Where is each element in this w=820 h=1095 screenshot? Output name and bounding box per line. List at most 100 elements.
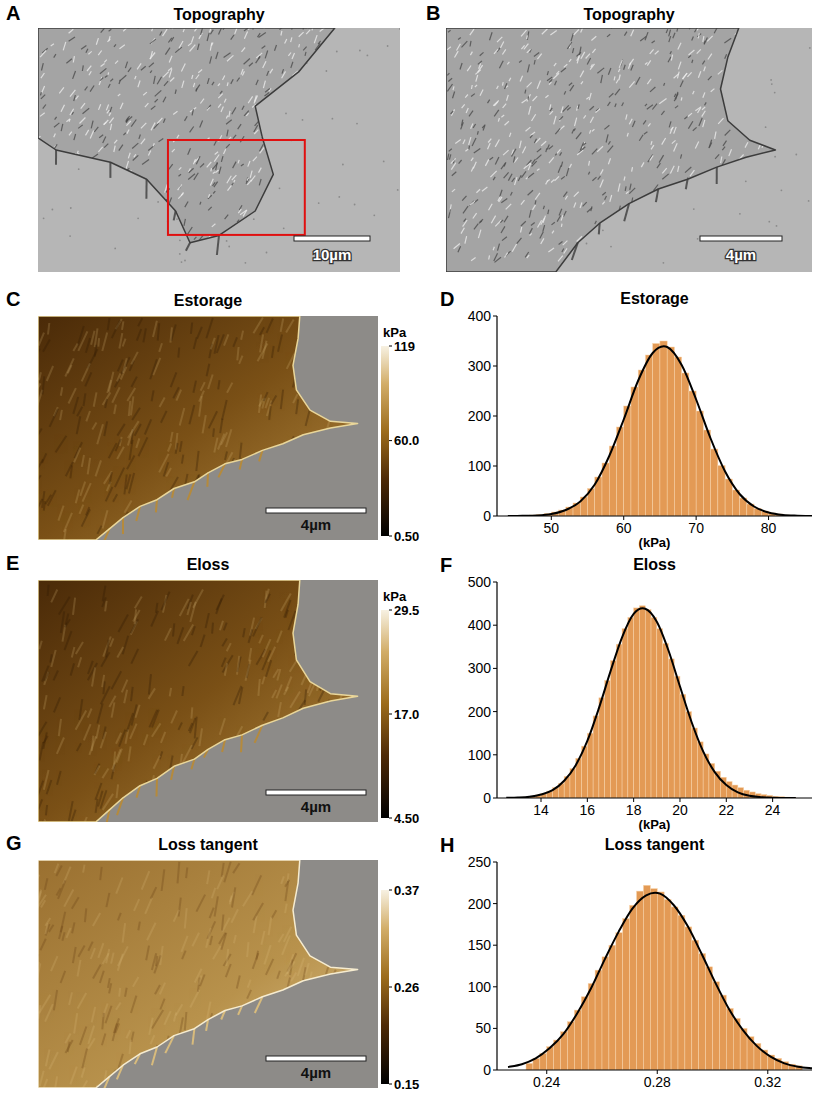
texture-stroke bbox=[488, 143, 491, 149]
texture-stroke bbox=[145, 103, 149, 107]
texture-stroke bbox=[505, 121, 509, 125]
texture-stroke bbox=[783, 101, 787, 105]
texture-stroke bbox=[458, 246, 461, 252]
texture-stroke bbox=[275, 250, 280, 258]
texture-stroke bbox=[688, 121, 693, 128]
texture-stroke bbox=[555, 128, 560, 134]
texture-stroke bbox=[117, 447, 124, 459]
texture-stroke bbox=[78, 125, 83, 128]
texture-stroke bbox=[296, 189, 298, 194]
texture-stroke bbox=[208, 195, 212, 199]
texture-stroke bbox=[360, 42, 363, 44]
texture-stroke bbox=[587, 58, 590, 65]
scale-bar-label: 10µm bbox=[313, 246, 352, 263]
texture-stroke bbox=[592, 49, 595, 53]
texture-stroke bbox=[248, 96, 252, 103]
texture-stroke bbox=[261, 228, 262, 231]
texture-stroke bbox=[656, 207, 659, 210]
texture-stroke bbox=[114, 146, 115, 152]
texture-stroke bbox=[527, 82, 532, 87]
texture-stroke bbox=[110, 107, 112, 112]
texture-stroke bbox=[269, 136, 272, 139]
texture-stroke bbox=[265, 89, 270, 93]
texture-stroke bbox=[50, 194, 54, 199]
texture-stroke bbox=[304, 321, 312, 336]
texture-stroke bbox=[120, 45, 125, 49]
texture-stroke bbox=[627, 133, 628, 137]
texture-stroke bbox=[294, 131, 301, 136]
speck bbox=[774, 92, 776, 94]
texture-stroke bbox=[797, 177, 799, 181]
texture-stroke bbox=[768, 28, 772, 29]
texture-stroke bbox=[198, 70, 202, 73]
texture-stroke bbox=[774, 124, 776, 131]
texture-stroke bbox=[661, 259, 663, 262]
texture-stroke bbox=[527, 49, 531, 53]
texture-stroke bbox=[66, 119, 70, 122]
texture-stroke bbox=[672, 252, 673, 258]
texture-stroke bbox=[686, 240, 690, 243]
colorbar bbox=[381, 346, 389, 536]
texture-stroke bbox=[533, 96, 538, 101]
texture-stroke bbox=[292, 53, 295, 59]
texture-stroke bbox=[559, 242, 563, 245]
texture-stroke bbox=[98, 198, 104, 202]
texture-stroke bbox=[40, 249, 43, 257]
texture-stroke bbox=[339, 28, 345, 34]
texture-stroke bbox=[118, 360, 123, 372]
texture-stroke bbox=[680, 258, 684, 263]
texture-stroke bbox=[532, 159, 536, 164]
texture-stroke bbox=[504, 172, 509, 178]
texture-stroke bbox=[382, 250, 387, 256]
texture-stroke bbox=[264, 227, 269, 231]
texture-stroke bbox=[253, 157, 257, 162]
texture-stroke bbox=[607, 34, 610, 37]
texture-stroke bbox=[83, 108, 90, 114]
texture-stroke bbox=[448, 78, 452, 81]
texture-stroke bbox=[452, 189, 455, 192]
texture-stroke bbox=[153, 252, 156, 260]
texture-stroke bbox=[173, 501, 183, 519]
texture-stroke bbox=[162, 201, 166, 207]
texture-stroke bbox=[319, 266, 321, 269]
texture-stroke bbox=[143, 92, 147, 95]
texture-stroke bbox=[361, 401, 362, 410]
texture-stroke bbox=[58, 506, 63, 521]
texture-stroke bbox=[69, 29, 74, 33]
texture-stroke bbox=[196, 85, 200, 91]
texture-stroke bbox=[131, 120, 136, 127]
texture-stroke bbox=[791, 111, 793, 114]
texture-stroke bbox=[662, 207, 669, 212]
texture-stroke bbox=[192, 36, 194, 42]
texture-stroke bbox=[601, 75, 603, 83]
texture-stroke bbox=[150, 71, 152, 73]
texture-stroke bbox=[383, 174, 386, 181]
texture-stroke bbox=[77, 416, 81, 434]
texture-stroke bbox=[675, 106, 678, 109]
texture-stroke bbox=[796, 104, 798, 111]
cell-texture bbox=[447, 28, 812, 272]
texture-stroke bbox=[725, 54, 727, 59]
texture-stroke bbox=[793, 34, 796, 37]
texture-stroke bbox=[537, 169, 540, 171]
texture-stroke bbox=[194, 337, 197, 349]
texture-stroke bbox=[507, 95, 509, 101]
texture-stroke bbox=[134, 268, 136, 271]
texture-stroke bbox=[498, 118, 499, 122]
texture-stroke bbox=[632, 219, 638, 223]
texture-stroke bbox=[265, 51, 268, 59]
texture-stroke bbox=[254, 96, 258, 104]
texture-stroke bbox=[278, 335, 282, 352]
texture-stroke bbox=[85, 372, 91, 386]
texture-stroke bbox=[44, 501, 45, 511]
texture-stroke bbox=[82, 455, 84, 467]
texture-stroke bbox=[176, 264, 182, 269]
texture-stroke bbox=[384, 135, 389, 139]
texture-stroke bbox=[61, 203, 63, 207]
texture-stroke bbox=[534, 139, 536, 143]
texture-stroke bbox=[397, 265, 399, 269]
texture-stroke bbox=[182, 518, 188, 536]
texture-stroke bbox=[358, 226, 360, 233]
texture-stroke bbox=[322, 82, 328, 87]
texture-stroke bbox=[163, 532, 171, 540]
